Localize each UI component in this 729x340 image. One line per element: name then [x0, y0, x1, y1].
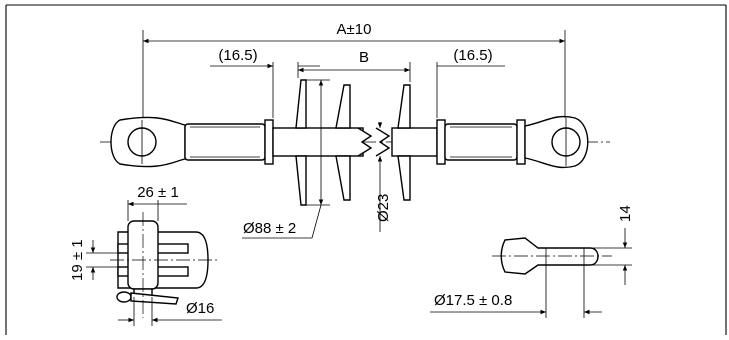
shed-diameter-label: Ø88 ± 2 [243, 220, 296, 237]
dimension-pin-diameter: Ø16 [118, 297, 222, 326]
eye-hole-label: Ø17.5 ± 0.8 [434, 292, 512, 309]
clevis-width-label: 26 ± 1 [137, 184, 179, 201]
dimension-right-fitting: (16.5) [436, 47, 505, 118]
dimension-clevis-slot: 19 ± 1 [69, 239, 118, 281]
dimension-eye-hole: Ø17.5 ± 0.8 [430, 265, 602, 318]
dimension-shed-diameter: Ø88 ± 2 [242, 79, 330, 239]
right-eye-fitting [524, 115, 589, 169]
insulator-main-view [100, 79, 610, 206]
left-end-sleeve [184, 119, 274, 165]
left-fitting-label: (16.5) [218, 47, 257, 64]
clevis-detail-view [110, 212, 220, 318]
section-spacing-label: B [359, 49, 369, 66]
right-fitting-label: (16.5) [453, 47, 492, 64]
dimension-clevis-width: 26 ± 1 [127, 184, 187, 221]
clevis-slot-label: 19 ± 1 [69, 239, 86, 281]
dimension-overall-length: A±10 [142, 21, 566, 118]
dimension-section-spacing: B [298, 49, 411, 82]
core-diameter-label: Ø23 [375, 194, 392, 222]
overall-length-label: A±10 [337, 21, 372, 38]
eye-detail-view [492, 237, 612, 275]
pin-diameter-label: Ø16 [186, 300, 214, 317]
core-rod [272, 127, 438, 157]
dimension-core-diameter: Ø23 [375, 122, 392, 232]
drawing-frame [5, 4, 727, 335]
weather-sheds [295, 79, 411, 206]
right-end-sleeve [436, 119, 526, 165]
left-eye-fitting [110, 116, 186, 168]
dimension-eye-thickness: 14 [590, 205, 634, 285]
eye-thickness-label: 14 [617, 205, 634, 222]
